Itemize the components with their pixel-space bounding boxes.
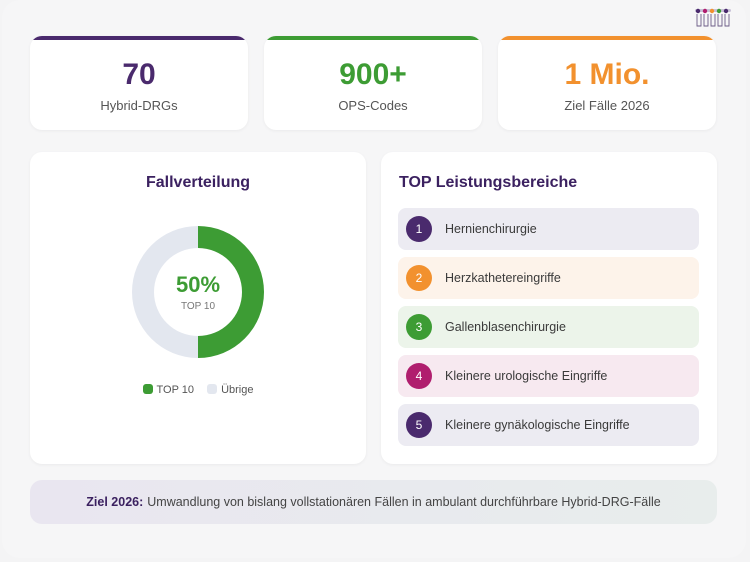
chart-title: Fallverteilung	[145, 174, 251, 191]
donut-chart	[132, 226, 264, 358]
ranking-list: 1 Hernienchirurgie 2 Herzkathetereingrif…	[398, 208, 699, 453]
brand-logo-icon	[695, 8, 731, 27]
list-item: 4 Kleinere urologische Eingriffe	[398, 355, 699, 397]
chart-legend: TOP 10 Übrige	[30, 384, 366, 396]
goal-banner: Ziel 2026: Umwandlung von bislang vollst…	[30, 480, 717, 524]
stat-label: Ziel Fälle 2026	[564, 98, 650, 113]
legend-item-uebrige: Übrige	[207, 384, 253, 396]
stat-card-hybrid-drgs: 70 Hybrid-DRGs	[30, 36, 248, 130]
stat-value: 1 Mio.	[564, 58, 650, 91]
rank-number: 1	[406, 216, 432, 242]
donut-center-value: 50%	[175, 272, 221, 297]
list-item: 2 Herzkathetereingriffe	[398, 257, 699, 299]
list-item: 5 Kleinere gynäkologische Eingriffe	[398, 404, 699, 446]
stat-label: OPS-Codes	[338, 98, 408, 113]
rank-label: Herzkathetereingriffe	[445, 271, 561, 285]
rank-number: 4	[406, 363, 432, 389]
donut-center-label: TOP 10	[180, 301, 216, 312]
case-distribution-panel: Fallverteilung 50% TOP 10 TOP 10 Übrige	[30, 152, 366, 464]
ranking-title: TOP Leistungsbereiche	[399, 174, 578, 191]
stat-value: 900+	[339, 58, 407, 91]
donut-slice-uebrige	[132, 226, 198, 358]
rank-label: Gallenblasenchirurgie	[445, 320, 566, 334]
rank-number: 2	[406, 265, 432, 291]
goal-label: Ziel 2026:	[86, 495, 144, 509]
legend-swatch	[207, 384, 218, 394]
list-item: 1 Hernienchirurgie	[398, 208, 699, 250]
donut-slice-top10	[198, 226, 264, 358]
legend-swatch	[142, 384, 153, 394]
list-item: 3 Gallenblasenchirurgie	[398, 306, 699, 348]
legend-label: TOP 10	[156, 384, 195, 396]
rank-number: 3	[406, 314, 432, 340]
rank-label: Hernienchirurgie	[445, 222, 537, 236]
legend-label: Übrige	[221, 384, 254, 396]
stat-value: 70	[122, 58, 156, 91]
rank-number: 5	[406, 412, 432, 438]
stat-label: Hybrid-DRGs	[100, 98, 178, 113]
stat-card-ops-codes: 900+ OPS-Codes	[264, 36, 482, 130]
top-areas-panel: TOP Leistungsbereiche 1 Hernienchirurgie…	[381, 152, 717, 464]
stat-card-ziel-faelle: 1 Mio. Ziel Fälle 2026	[498, 36, 716, 130]
legend-item-top10: TOP 10	[142, 384, 195, 396]
rank-label: Kleinere gynäkologische Eingriffe	[445, 418, 630, 432]
goal-text: Umwandlung von bislang vollstationären F…	[147, 495, 661, 509]
rank-label: Kleinere urologische Eingriffe	[445, 369, 608, 383]
